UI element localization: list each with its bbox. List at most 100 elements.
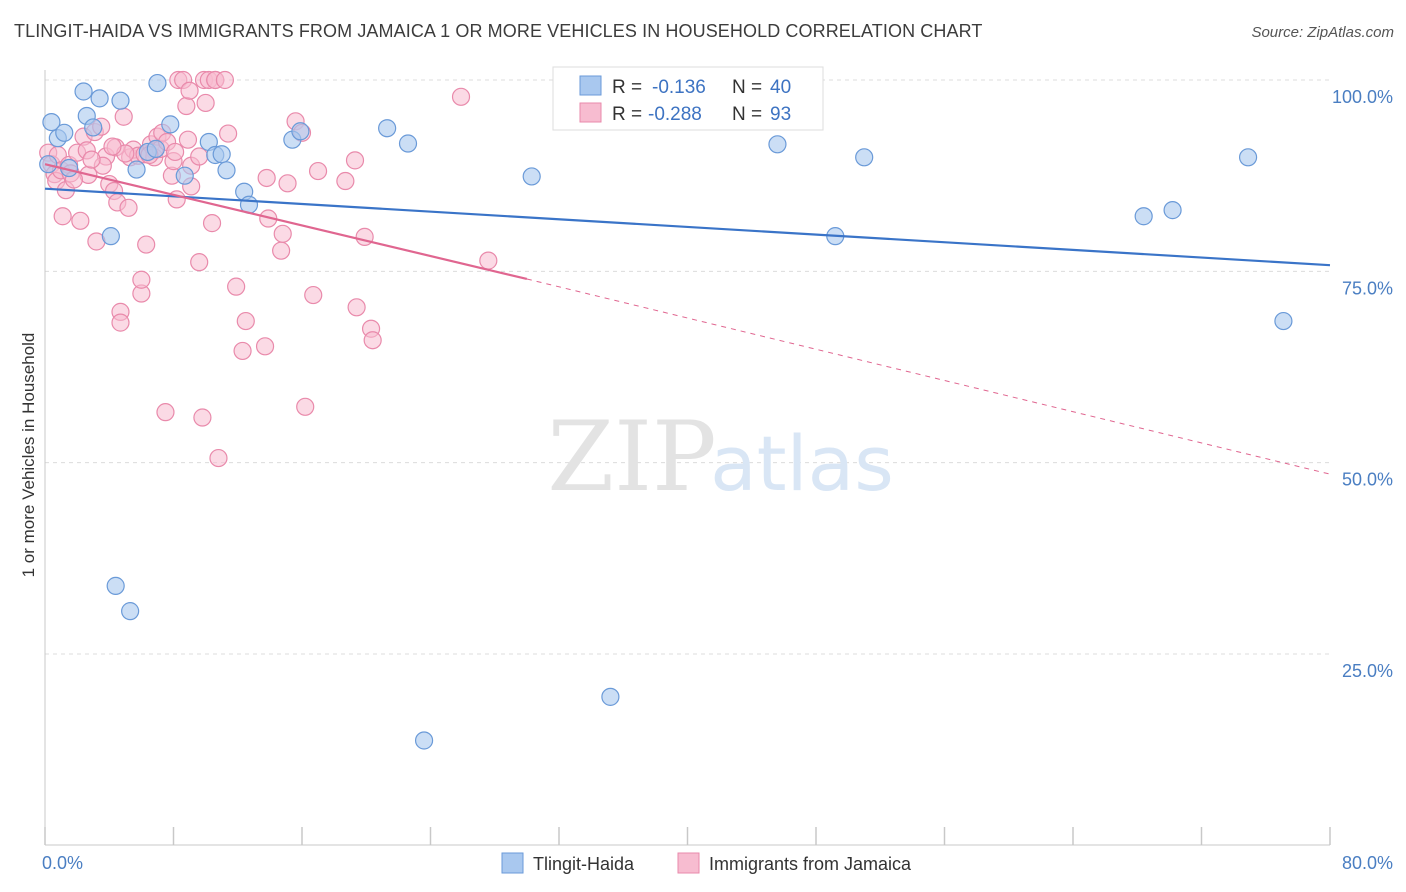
y-tick-label-3: 25.0% bbox=[1342, 661, 1393, 681]
point-jamaica bbox=[451, 87, 471, 106]
point-jamaica bbox=[114, 107, 133, 126]
watermark-atlas: atlas bbox=[710, 419, 894, 508]
legend-n-label-2: N = bbox=[732, 104, 762, 125]
point-jamaica bbox=[233, 341, 252, 361]
legend-r-value-2: -0.288 bbox=[648, 104, 702, 125]
watermark-zip: ZIP bbox=[547, 401, 716, 513]
bottom-legend-label-jamaica: Immigrants from Jamaica bbox=[709, 854, 912, 874]
point-tlingit bbox=[175, 166, 194, 185]
point-jamaica bbox=[215, 70, 234, 90]
point-jamaica bbox=[196, 93, 215, 113]
point-tlingit bbox=[161, 115, 180, 134]
point-jamaica bbox=[255, 337, 275, 356]
point-tlingit bbox=[217, 161, 236, 180]
legend: R = -0.136 N = 40 R = -0.288 N = 93 bbox=[552, 66, 824, 131]
point-jamaica bbox=[257, 168, 276, 188]
point-tlingit bbox=[127, 160, 146, 179]
point-tlingit bbox=[146, 139, 165, 158]
point-tlingit bbox=[768, 135, 787, 154]
point-tlingit bbox=[855, 148, 874, 167]
point-jamaica bbox=[178, 130, 198, 149]
point-jamaica bbox=[336, 171, 355, 191]
legend-n-value-2: 93 bbox=[770, 104, 791, 125]
point-tlingit bbox=[121, 602, 140, 621]
bottom-legend-swatch-jamaica bbox=[677, 852, 700, 874]
point-jamaica bbox=[227, 277, 246, 296]
x-tick-label-1: 80.0% bbox=[1342, 853, 1393, 873]
point-jamaica bbox=[103, 137, 122, 156]
y-tick-labels: 100.0% 75.0% 50.0% 25.0% bbox=[1332, 87, 1393, 681]
point-jamaica bbox=[71, 211, 90, 230]
point-jamaica bbox=[345, 151, 365, 170]
point-jamaica bbox=[190, 147, 209, 166]
legend-r-label-1: R = bbox=[612, 77, 642, 98]
bottom-legend-label-tlingit: Tlingit-Haida bbox=[533, 854, 635, 874]
point-tlingit bbox=[1238, 148, 1258, 167]
point-jamaica bbox=[219, 124, 238, 143]
point-tlingit bbox=[398, 134, 418, 153]
y-tick-label-2: 50.0% bbox=[1342, 470, 1393, 490]
legend-n-value-1: 40 bbox=[770, 77, 791, 98]
point-tlingit bbox=[1134, 207, 1153, 226]
point-tlingit bbox=[74, 82, 93, 101]
point-jamaica bbox=[137, 235, 156, 254]
point-jamaica bbox=[193, 408, 212, 427]
point-tlingit bbox=[291, 122, 310, 141]
point-tlingit bbox=[42, 112, 61, 132]
point-tlingit bbox=[414, 731, 434, 750]
point-jamaica bbox=[272, 241, 291, 260]
series-jamaica-points bbox=[39, 70, 498, 468]
point-tlingit bbox=[1163, 201, 1182, 220]
legend-n-label-1: N = bbox=[732, 77, 762, 98]
legend-swatch-tlingit bbox=[579, 75, 602, 96]
point-jamaica bbox=[111, 313, 130, 332]
point-jamaica bbox=[278, 174, 297, 193]
x-tick-labels: 0.0% 80.0% bbox=[42, 853, 1393, 873]
gridlines bbox=[45, 79, 1330, 655]
point-jamaica bbox=[363, 331, 382, 350]
point-jamaica bbox=[209, 448, 228, 468]
chart-title: TLINGIT-HAIDA VS IMMIGRANTS FROM JAMAICA… bbox=[14, 21, 983, 41]
point-jamaica bbox=[296, 397, 315, 416]
point-tlingit bbox=[55, 123, 74, 142]
point-tlingit bbox=[522, 167, 541, 186]
point-jamaica bbox=[177, 96, 196, 116]
point-tlingit bbox=[378, 119, 397, 138]
point-jamaica bbox=[308, 161, 328, 181]
point-jamaica bbox=[132, 270, 151, 289]
bottom-legend-swatch-tlingit bbox=[501, 852, 524, 874]
point-jamaica bbox=[304, 285, 323, 305]
trend-line-tlingit bbox=[44, 187, 1331, 267]
trend-line-jamaica-extension bbox=[526, 278, 1331, 475]
point-tlingit bbox=[84, 118, 103, 137]
point-jamaica bbox=[166, 142, 185, 162]
trend-line-jamaica bbox=[44, 163, 528, 281]
point-jamaica bbox=[180, 81, 199, 100]
point-jamaica bbox=[273, 224, 292, 243]
point-jamaica bbox=[190, 253, 209, 272]
point-tlingit bbox=[148, 73, 167, 93]
point-jamaica bbox=[119, 198, 138, 217]
trend-lines bbox=[44, 163, 1331, 475]
watermark: ZIP atlas bbox=[547, 401, 893, 513]
y-tick-label-0: 100.0% bbox=[1332, 87, 1393, 107]
y-tick-label-1: 75.0% bbox=[1342, 278, 1393, 298]
y-axis-label: 1 or more Vehicles in Household bbox=[19, 333, 38, 578]
x-tick-label-0: 0.0% bbox=[42, 853, 83, 873]
legend-r-value-1: -0.136 bbox=[652, 77, 706, 98]
point-tlingit bbox=[106, 576, 125, 595]
point-jamaica bbox=[82, 150, 101, 169]
point-jamaica bbox=[347, 298, 366, 317]
point-tlingit bbox=[1274, 311, 1293, 331]
point-tlingit bbox=[90, 89, 109, 108]
legend-r-label-2: R = bbox=[612, 104, 642, 125]
point-jamaica bbox=[156, 403, 175, 422]
point-tlingit bbox=[101, 227, 120, 246]
point-tlingit bbox=[111, 91, 130, 110]
source-label: Source: ZipAtlas.com bbox=[1251, 24, 1394, 41]
point-tlingit bbox=[601, 687, 620, 706]
axes bbox=[44, 70, 1331, 846]
point-jamaica bbox=[236, 311, 255, 331]
bottom-legend: Tlingit-Haida Immigrants from Jamaica bbox=[501, 852, 912, 874]
